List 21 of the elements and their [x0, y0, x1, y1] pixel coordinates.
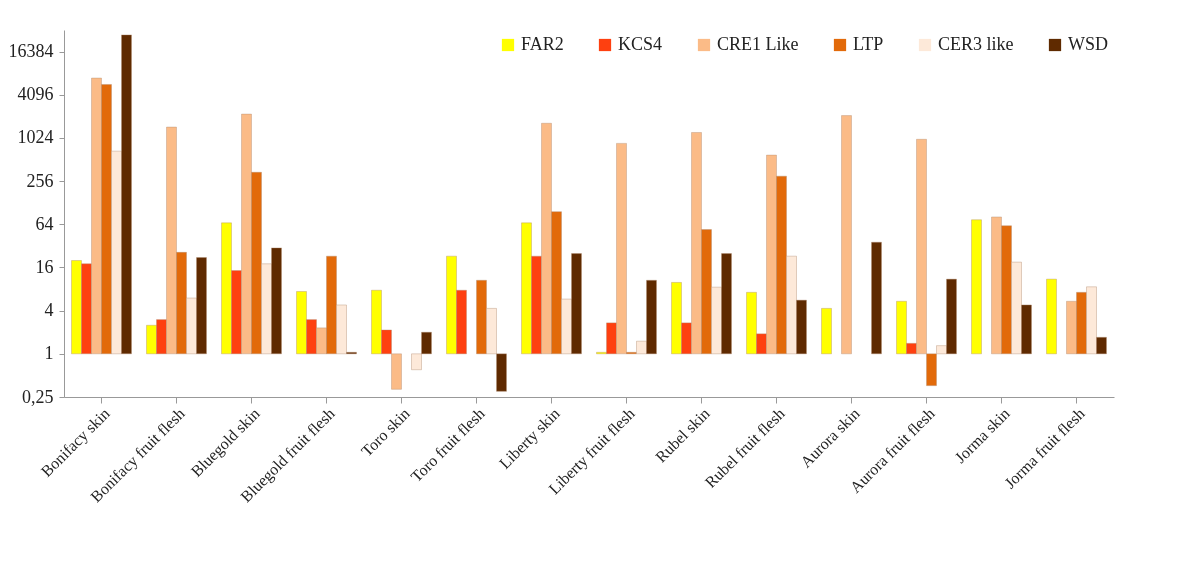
bar: [1046, 278, 1057, 355]
y-tick-label: 4096: [17, 84, 54, 105]
legend-label: WSD: [1068, 34, 1108, 54]
y-tick-label: 16: [35, 256, 54, 277]
legend-label: CER3 like: [938, 34, 1014, 54]
legend-label: LTP: [853, 34, 884, 54]
bar: [971, 219, 982, 355]
y-tick-label: 4: [44, 300, 54, 321]
x-tick-label: Toro skin: [357, 404, 413, 460]
bar: [821, 308, 832, 355]
legend-label: KCS4: [618, 34, 663, 54]
legend-label: FAR2: [521, 34, 564, 54]
bar: [871, 242, 882, 355]
y-tick-label: 1024: [17, 127, 54, 148]
legend-label: CRE1 Like: [717, 34, 799, 54]
y-tick-label: 64: [35, 213, 54, 234]
y-tick-label: 1: [44, 343, 54, 364]
y-tick-label: 16384: [8, 41, 54, 62]
y-tick-label: 0,25: [22, 386, 54, 407]
y-tick-label: 256: [26, 170, 54, 191]
bar: [841, 115, 852, 355]
